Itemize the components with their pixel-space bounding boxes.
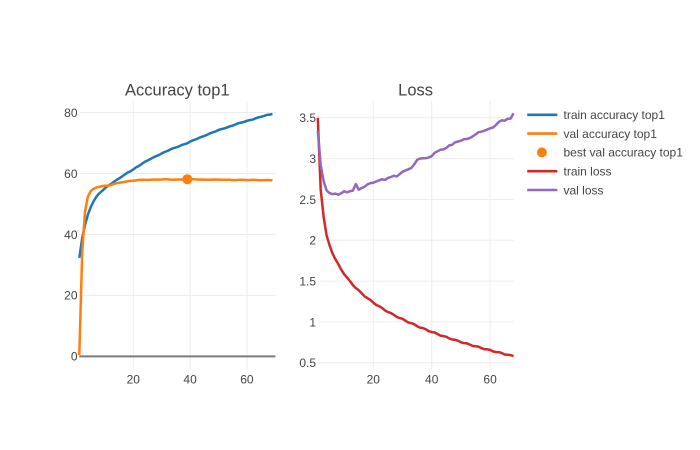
svg-text:0: 0: [71, 350, 78, 364]
svg-text:Loss: Loss: [398, 81, 433, 99]
svg-text:20: 20: [127, 372, 141, 386]
svg-text:1.5: 1.5: [299, 274, 316, 288]
svg-text:2: 2: [309, 234, 316, 248]
svg-text:80: 80: [64, 106, 78, 120]
svg-text:40: 40: [64, 228, 78, 242]
svg-text:3: 3: [309, 152, 316, 166]
svg-text:20: 20: [367, 372, 381, 386]
svg-text:1: 1: [309, 315, 316, 329]
svg-text:60: 60: [483, 372, 497, 386]
svg-text:val loss: val loss: [564, 183, 604, 197]
svg-text:60: 60: [240, 372, 254, 386]
svg-text:2.5: 2.5: [299, 193, 316, 207]
svg-text:val accuracy top1: val accuracy top1: [564, 127, 658, 141]
svg-text:40: 40: [425, 372, 439, 386]
svg-text:3.5: 3.5: [299, 111, 316, 125]
svg-text:best val accuracy top1: best val accuracy top1: [564, 146, 684, 160]
svg-text:60: 60: [64, 167, 78, 181]
svg-text:train loss: train loss: [564, 165, 612, 179]
svg-text:40: 40: [183, 372, 197, 386]
svg-text:Accuracy top1: Accuracy top1: [125, 81, 230, 99]
svg-text:0.5: 0.5: [299, 356, 316, 370]
svg-text:train accuracy top1: train accuracy top1: [564, 108, 666, 122]
svg-text:20: 20: [64, 289, 78, 303]
